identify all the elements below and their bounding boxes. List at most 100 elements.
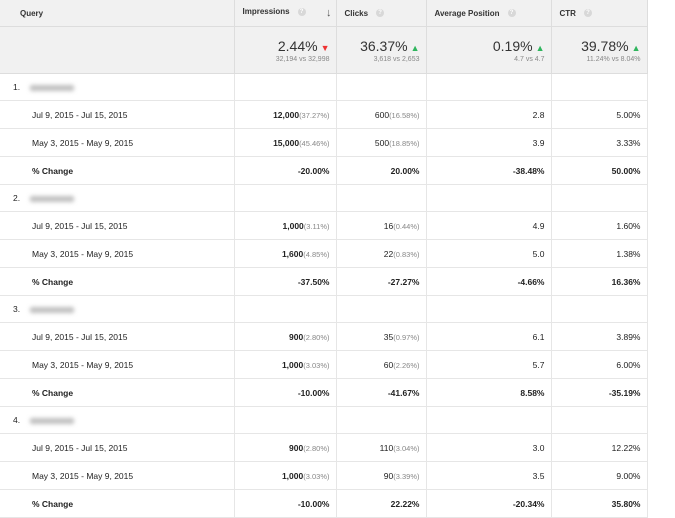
- column-header-label: CTR: [559, 8, 576, 18]
- help-icon[interactable]: ?: [583, 9, 592, 18]
- ctr-cell: 12.22%: [551, 433, 648, 462]
- clicks-value: 22.22%: [390, 498, 420, 509]
- impressions-share: (37.27%): [299, 110, 330, 120]
- impressions-value: 1,000: [282, 220, 304, 231]
- query-empty-cell: [336, 184, 427, 212]
- clicks-cell: 35(0.97%): [336, 322, 427, 351]
- clicks-share: (3.39%): [393, 471, 420, 481]
- help-icon[interactable]: ?: [376, 9, 385, 18]
- impressions-value: 15,000: [273, 137, 300, 148]
- impressions-cell: 1,600(4.85%): [234, 239, 337, 268]
- impressions-cell: -10.00%: [234, 489, 337, 518]
- column-header-impressions[interactable]: Impressions? ↓: [234, 0, 337, 27]
- query-cell[interactable]: 3.: [0, 295, 235, 323]
- query-empty-cell: [551, 406, 648, 434]
- average-position-cell: 2.8: [426, 100, 552, 129]
- summary-average-position: 0.19% ▲ 4.7 vs 4.7: [426, 26, 552, 74]
- trend-up-icon: ▲: [535, 42, 545, 53]
- date-range-row: May 3, 2015 - May 9, 2015 1,600(4.85%) 22(…: [0, 239, 648, 268]
- query-text-redacted: [30, 417, 75, 424]
- clicks-share: (0.97%): [393, 332, 420, 342]
- row-label: % Change: [0, 267, 235, 296]
- trend-down-icon: ▼: [320, 42, 330, 53]
- impressions-cell: 12,000(37.27%): [234, 100, 337, 129]
- clicks-value: 90: [383, 470, 394, 481]
- query-empty-cell: [551, 184, 648, 212]
- clicks-cell: 60(2.26%): [336, 350, 427, 379]
- query-empty-cell: [336, 406, 427, 434]
- average-position-cell: 5.7: [426, 350, 552, 379]
- row-label: % Change: [0, 378, 235, 407]
- impressions-cell: 1,000(3.03%): [234, 350, 337, 379]
- clicks-cell: 22.22%: [336, 489, 427, 518]
- impressions-value: 12,000: [273, 109, 300, 120]
- query-text-redacted: [30, 84, 75, 91]
- query-number: 4.: [13, 415, 21, 425]
- query-empty-cell: [336, 295, 427, 323]
- query-empty-cell: [426, 184, 552, 212]
- clicks-value: -41.67%: [387, 387, 420, 398]
- ctr-cell: 1.60%: [551, 211, 648, 240]
- impressions-value: -10.00%: [297, 498, 330, 509]
- query-row[interactable]: 3.: [0, 295, 648, 323]
- impressions-cell: -10.00%: [234, 378, 337, 407]
- column-header-ctr[interactable]: CTR?: [551, 0, 648, 27]
- clicks-value: 20.00%: [390, 165, 420, 176]
- ctr-cell: 35.80%: [551, 489, 648, 518]
- query-empty-cell: [336, 73, 427, 101]
- date-range-row: May 3, 2015 - May 9, 2015 15,000(45.46%) 5…: [0, 128, 648, 157]
- row-label: Jul 9, 2015 - Jul 15, 2015: [0, 211, 235, 240]
- column-header-average-position[interactable]: Average Position?: [426, 0, 552, 27]
- impressions-cell: 900(2.80%): [234, 433, 337, 462]
- row-label: May 3, 2015 - May 9, 2015: [0, 350, 235, 379]
- query-cell[interactable]: 1.: [0, 73, 235, 101]
- clicks-share: (18.85%): [389, 138, 420, 148]
- impressions-cell: -37.50%: [234, 267, 337, 296]
- clicks-share: (0.44%): [393, 221, 420, 231]
- impressions-value: -37.50%: [297, 276, 330, 287]
- help-icon[interactable]: ?: [297, 7, 306, 16]
- query-cell[interactable]: 4.: [0, 406, 235, 434]
- clicks-cell: 22(0.83%): [336, 239, 427, 268]
- change-row: % Change -10.00% 22.22% -20.34% 35.80%: [0, 489, 648, 518]
- clicks-cell: 600(16.58%): [336, 100, 427, 129]
- clicks-cell: 90(3.39%): [336, 461, 427, 490]
- column-header-label: Average Position: [434, 8, 500, 18]
- query-row[interactable]: 1.: [0, 73, 648, 101]
- ctr-cell: 5.00%: [551, 100, 648, 129]
- row-label: % Change: [0, 156, 235, 185]
- average-position-cell: 5.0: [426, 239, 552, 268]
- average-position-cell: -4.66%: [426, 267, 552, 296]
- impressions-share: (4.85%): [303, 249, 330, 259]
- ctr-cell: 9.00%: [551, 461, 648, 490]
- clicks-share: (3.04%): [393, 443, 420, 453]
- summary-impressions: 2.44% ▼ 32,194 vs 32,998: [234, 26, 337, 74]
- help-icon[interactable]: ?: [507, 9, 516, 18]
- sort-arrow-down-icon[interactable]: ↓: [326, 7, 332, 19]
- date-range-row: Jul 9, 2015 - Jul 15, 2015 1,000(3.11%) 16…: [0, 211, 648, 240]
- date-range-row: May 3, 2015 - May 9, 2015 1,000(3.03%) 60(…: [0, 350, 648, 379]
- query-text-redacted: [30, 195, 75, 202]
- ctr-cell: 3.89%: [551, 322, 648, 351]
- query-row[interactable]: 4.: [0, 406, 648, 434]
- impressions-cell: -20.00%: [234, 156, 337, 185]
- header-row: Query Impressions? ↓ Clicks? Average Posi…: [0, 0, 648, 27]
- average-position-cell: 6.1: [426, 322, 552, 351]
- column-header-query[interactable]: Query: [0, 0, 235, 27]
- query-cell[interactable]: 2.: [0, 184, 235, 212]
- clicks-value: -27.27%: [387, 276, 420, 287]
- column-header-clicks[interactable]: Clicks?: [336, 0, 427, 27]
- query-empty-cell: [551, 295, 648, 323]
- row-label: Jul 9, 2015 - Jul 15, 2015: [0, 100, 235, 129]
- column-header-label: Query: [20, 8, 44, 18]
- summary-value: 36.37%: [360, 37, 408, 54]
- date-range-row: May 3, 2015 - May 9, 2015 1,000(3.03%) 90(…: [0, 461, 648, 490]
- column-header-label: Clicks: [344, 8, 369, 18]
- date-range-row: Jul 9, 2015 - Jul 15, 2015 12,000(37.27%)…: [0, 100, 648, 129]
- row-label: May 3, 2015 - May 9, 2015: [0, 128, 235, 157]
- summary-subtext: 3,618 vs 2,653: [373, 55, 420, 63]
- average-position-cell: 3.9: [426, 128, 552, 157]
- query-row[interactable]: 2.: [0, 184, 648, 212]
- query-empty-cell: [234, 73, 337, 101]
- query-empty-cell: [234, 295, 337, 323]
